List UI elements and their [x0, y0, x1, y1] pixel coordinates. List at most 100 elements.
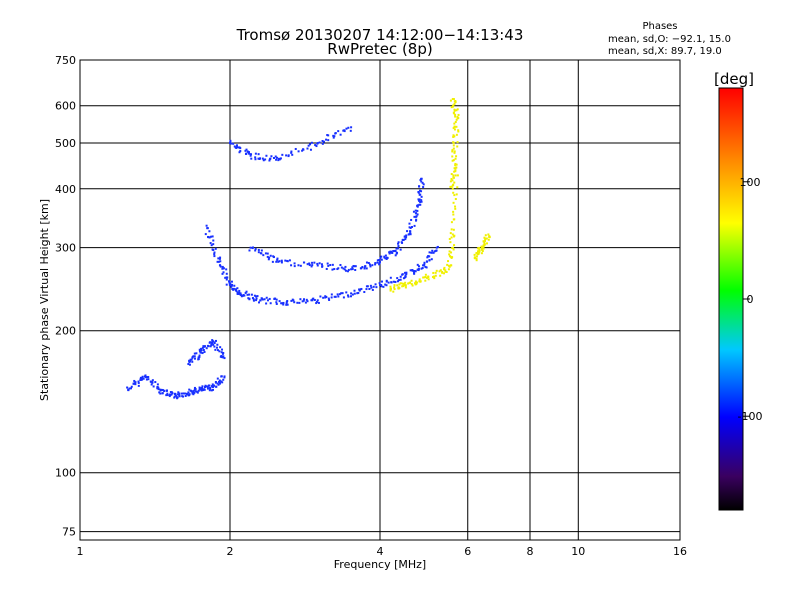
data-point — [404, 276, 407, 279]
data-point — [220, 380, 223, 383]
data-point — [221, 272, 224, 275]
data-point — [358, 289, 361, 292]
data-point — [191, 356, 194, 359]
data-point — [387, 281, 390, 284]
data-point — [239, 147, 242, 150]
trace — [187, 339, 226, 366]
data-point — [379, 257, 382, 260]
data-point — [487, 238, 490, 241]
data-point — [276, 257, 279, 260]
data-point — [451, 159, 454, 162]
data-point — [376, 261, 379, 264]
data-point — [403, 235, 406, 238]
data-point — [320, 263, 323, 266]
data-point — [195, 352, 198, 355]
data-point — [324, 295, 327, 298]
data-point — [415, 283, 418, 286]
data-point — [343, 130, 346, 133]
data-point — [230, 285, 233, 288]
data-point — [402, 277, 405, 280]
data-point — [432, 251, 435, 254]
data-point — [346, 294, 349, 297]
data-point — [239, 150, 242, 153]
data-point — [221, 265, 224, 268]
data-point — [222, 271, 225, 274]
data-point — [419, 201, 422, 204]
data-point — [226, 276, 229, 279]
data-point — [418, 189, 421, 192]
data-point — [343, 268, 346, 271]
data-point — [269, 302, 272, 305]
data-point — [433, 250, 436, 253]
data-point — [401, 241, 404, 244]
data-point — [193, 355, 196, 358]
data-point — [294, 147, 297, 150]
data-point — [452, 213, 455, 216]
data-point — [420, 199, 423, 202]
colorbar-label: [deg] — [714, 70, 754, 88]
data-point — [431, 249, 434, 252]
data-point — [482, 240, 485, 243]
data-point — [257, 153, 260, 156]
data-point — [453, 102, 456, 105]
data-point — [243, 294, 246, 297]
colorbar — [718, 87, 744, 511]
data-point — [201, 386, 204, 389]
data-point — [216, 377, 219, 380]
data-point — [442, 272, 445, 275]
data-point — [211, 383, 214, 386]
data-point — [369, 265, 372, 268]
data-point — [187, 394, 190, 397]
data-point — [393, 284, 396, 287]
data-point — [254, 158, 257, 161]
data-point — [219, 355, 222, 358]
data-point — [303, 261, 306, 264]
data-point — [251, 297, 254, 300]
data-point — [193, 386, 196, 389]
data-point — [338, 293, 341, 296]
data-point — [266, 252, 269, 255]
data-point — [378, 263, 381, 266]
data-point — [253, 294, 256, 297]
data-point — [216, 343, 219, 346]
data-point — [339, 263, 342, 266]
data-point — [193, 357, 196, 360]
data-point — [310, 265, 313, 268]
data-point — [293, 301, 296, 304]
data-point — [270, 155, 273, 158]
data-point — [257, 157, 260, 160]
data-point — [448, 237, 451, 240]
data-point — [213, 251, 216, 254]
data-point — [450, 178, 453, 181]
data-point — [184, 394, 187, 397]
data-point — [354, 269, 357, 272]
data-point — [425, 266, 428, 269]
data-point — [198, 386, 201, 389]
data-point — [359, 288, 362, 291]
data-point — [210, 235, 213, 238]
data-point — [282, 303, 285, 306]
data-point — [349, 295, 352, 298]
data-point — [418, 203, 421, 206]
data-point — [482, 247, 485, 250]
data-point — [350, 268, 353, 271]
data-point — [245, 152, 248, 155]
data-point — [417, 191, 420, 194]
data-point — [415, 212, 418, 215]
data-point — [415, 218, 418, 221]
data-point — [457, 113, 460, 116]
data-point — [353, 292, 356, 295]
data-point — [394, 250, 397, 253]
data-point — [396, 277, 399, 280]
data-point — [327, 297, 330, 300]
data-point — [408, 233, 411, 236]
data-point — [187, 363, 190, 366]
data-point — [275, 298, 278, 301]
data-point — [301, 149, 304, 152]
data-point — [453, 170, 456, 173]
data-point — [380, 285, 383, 288]
data-point — [263, 298, 266, 301]
data-point — [380, 280, 383, 283]
data-point — [151, 379, 154, 382]
data-point — [212, 239, 215, 242]
